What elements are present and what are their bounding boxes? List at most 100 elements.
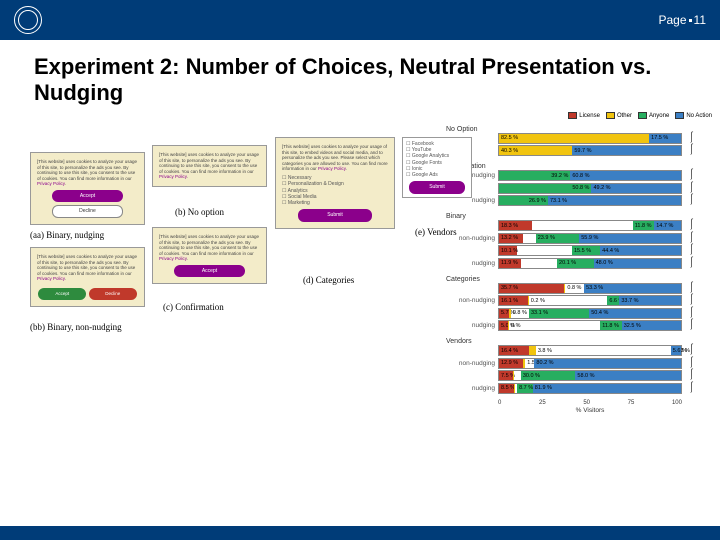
chart-row: nudging5.0 %0 %11.8 %32.5 %⎰: [446, 320, 712, 331]
group-label: Vendors: [446, 338, 498, 345]
bar-segment: 12.9 %: [499, 359, 523, 368]
category-list: Necessary Personalization & Design Analy…: [282, 175, 388, 206]
bar-segment: 50.8 %: [499, 184, 591, 193]
bar-segment: 33.7 %: [619, 296, 681, 305]
group-label: No Option: [446, 126, 498, 133]
caption-d: (d) Categories: [303, 275, 354, 285]
caption-c: (c) Confirmation: [163, 302, 224, 312]
chart-row: nudging8.5 %0 %8.7 %81.9 %⎰: [446, 383, 712, 394]
bracket-icon: ⎰: [686, 134, 697, 144]
chart-row: 35.7 %0.8 %0.1 %53.3 %⎰: [446, 283, 712, 294]
dialog-aa-text: [This website] uses cookies to analyze y…: [37, 159, 137, 181]
value-label: 11.8 %: [635, 223, 652, 229]
accept-button-bb: Accept: [38, 288, 86, 300]
bracket-icon: ⎰: [686, 359, 697, 369]
x-axis: 0255075100: [498, 400, 682, 406]
dialog-b: [This website] uses cookies to analyze y…: [152, 145, 267, 187]
bar-segment: 5.0 %: [499, 321, 508, 330]
bar-segment: 81.9 %: [533, 384, 681, 393]
submit-button-e: Submit: [409, 181, 465, 193]
chart-row: 40.3 %59.7 %⎰: [446, 145, 712, 156]
bar-segment: 23.9 %: [536, 234, 579, 243]
chart-row: 18.3 %11.8 %14.7 %⎰: [446, 220, 712, 231]
bar-segment: [523, 234, 536, 243]
bar-segment: 80.2 %: [534, 359, 681, 368]
bar-segment: 11.8 %: [633, 221, 654, 230]
bracket-icon: ⎰: [686, 284, 697, 294]
bar: 5.7 %0.8 %33.1 %50.4 %: [498, 308, 682, 319]
row-label: nudging: [446, 322, 498, 329]
bar-segment: [521, 259, 557, 268]
v-5: Google Ads: [406, 172, 468, 178]
bar: 40.3 %59.7 %: [498, 145, 682, 156]
axis-tick: 25: [539, 400, 546, 406]
slide-title: Experiment 2: Number of Choices, Neutral…: [0, 40, 720, 112]
value-label: 16.1 %: [501, 298, 518, 304]
legend-item: License: [568, 112, 600, 119]
chart-panel: LicenseOtherAnyoneNo Action No Option82.…: [440, 112, 712, 512]
bracket-icon: ⎰: [686, 184, 697, 194]
bar: 26.9 %73.1 %: [498, 195, 682, 206]
chart-row: nudging26.9 %73.1 %⎰: [446, 195, 712, 206]
bracket-icon: ⎰: [686, 246, 697, 256]
chart-body: No Option82.5 %17.5 %⎰40.3 %59.7 %⎰Confi…: [446, 126, 712, 394]
bar-segment: [532, 221, 632, 230]
bar: 82.5 %17.5 %: [498, 133, 682, 144]
accept-button: Accept: [52, 190, 123, 202]
value-label: 53.3 %: [586, 285, 603, 291]
bar-segment: 44.4 %: [600, 246, 681, 255]
bracket-icon: ⎰: [686, 196, 697, 206]
bar-segment: [529, 296, 608, 305]
bar-segment: 7.5 %: [499, 371, 513, 380]
privacy-link-bb: Privacy Policy: [37, 276, 65, 281]
chart-row: non-nudging13.2 %23.9 %55.9 %⎰: [446, 233, 712, 244]
bar-segment: [565, 284, 584, 293]
value-label: 82.5 %: [501, 135, 518, 141]
value-label: 59.7 %: [574, 148, 591, 154]
caption-aa: (aa) Binary, nudging: [30, 230, 104, 240]
row-label: nudging: [446, 260, 498, 267]
value-label: 23.9 %: [538, 235, 555, 241]
footer-bar: [0, 526, 720, 540]
value-label: 33.1 %: [531, 310, 548, 316]
value-label: 32.5 %: [624, 323, 641, 329]
bracket-icon: ⎰: [686, 371, 697, 381]
bar: 39.2 %60.8 %: [498, 170, 682, 181]
bar-segment: 55.9 %: [579, 234, 681, 243]
chart-row: 10.1 %15.5 %44.4 %⎰: [446, 245, 712, 256]
bar-segment: 8.7 %: [517, 384, 533, 393]
chart-group: Confirmationnon-nudging39.2 %60.8 %⎰50.8…: [446, 163, 712, 206]
value-label: 14.7 %: [656, 223, 673, 229]
dialog-bb-text: [This website] uses cookies to analyze y…: [37, 254, 137, 276]
bar-segment: 11.9 %: [499, 259, 521, 268]
logo-seal: [14, 6, 42, 34]
bar: 16.4 %3.8 %0.03 %5.6 %: [498, 345, 682, 356]
value-label: 8.7 %: [519, 385, 533, 391]
bracket-icon: ⎰: [686, 259, 697, 269]
bar-segment: 33.1 %: [529, 309, 589, 318]
chart-group: No Option82.5 %17.5 % ⎰40.3 %59.7 %⎰: [446, 126, 712, 157]
bar: 13.2 %23.9 %55.9 %: [498, 233, 682, 244]
row-label: nudging: [446, 385, 498, 392]
bar-segment: [514, 371, 521, 380]
dialog-c-text: [This website] uses cookies to analyze y…: [159, 234, 259, 256]
bracket-icon: ⎰: [686, 171, 697, 181]
bar-segment: 40.3 %: [499, 146, 572, 155]
privacy-link-c: Privacy Policy: [159, 256, 187, 261]
dialog-aa: [This website] uses cookies to analyze y…: [30, 152, 145, 225]
bar: 11.9 %20.1 %48.0 %: [498, 258, 682, 269]
chart-group: Binary18.3 %11.8 %14.7 %⎰non-nudging13.2…: [446, 213, 712, 269]
bar: 5.0 %0 %11.8 %32.5 %: [498, 320, 682, 331]
x-axis-label: % Visitors: [498, 407, 682, 414]
value-label: 48.0 %: [596, 260, 613, 266]
bar-segment: 30.0 %: [521, 371, 576, 380]
value-label: 49.2 %: [593, 185, 610, 191]
chart-row: 16.4 %3.8 %0.03 %5.6 %⎰: [446, 345, 712, 356]
bar-segment: 48.0 %: [594, 259, 681, 268]
value-label: 16.4 %: [501, 348, 518, 354]
bar-segment: 16.4 %: [499, 346, 529, 355]
bar: 16.1 %0.2 %6.6 %33.7 %: [498, 295, 682, 306]
chart-row: non-nudging16.1 %0.2 %6.6 %33.7 %⎰: [446, 295, 712, 306]
bar-segment: 39.2 %: [499, 171, 570, 180]
value-label: 18.3 %: [501, 223, 518, 229]
